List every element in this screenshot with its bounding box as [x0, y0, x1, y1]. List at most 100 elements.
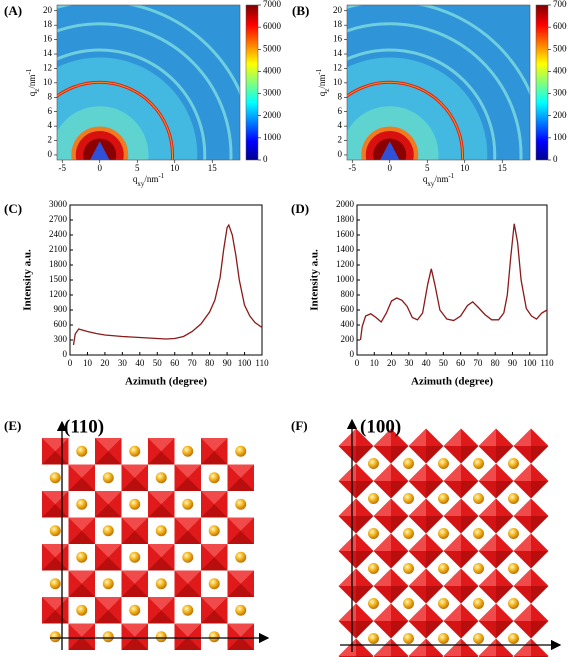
cation: [473, 458, 484, 469]
facet: [121, 636, 148, 650]
cation: [182, 498, 194, 510]
facet: [373, 533, 391, 551]
x-tick-label: 80: [205, 358, 215, 368]
cation: [403, 458, 414, 469]
frame: [56, 4, 241, 161]
panel-label: (A): [4, 3, 22, 18]
x-tick-label: 30: [404, 358, 414, 368]
facet: [148, 610, 175, 624]
facet: [408, 568, 426, 586]
cation: [473, 563, 484, 574]
facet: [121, 464, 148, 478]
facet: [461, 568, 479, 586]
facet: [356, 568, 374, 586]
cation: [182, 604, 194, 616]
facet: [531, 428, 549, 446]
facet: [227, 623, 254, 637]
facet: [531, 638, 549, 656]
cation: [208, 525, 220, 537]
label-main: q: [317, 91, 327, 96]
facet: [408, 533, 426, 551]
facet: [174, 477, 201, 491]
y-tick-label: 1600: [336, 229, 355, 239]
facet: [426, 603, 444, 621]
cation: [438, 563, 449, 574]
cation: [235, 445, 247, 457]
facet: [478, 621, 496, 639]
facet: [227, 464, 254, 478]
colorbar-tick-label: 0: [553, 154, 558, 164]
cation: [76, 498, 88, 510]
facet: [443, 481, 461, 499]
facet: [391, 586, 409, 604]
facet: [461, 463, 479, 481]
cation: [403, 563, 414, 574]
cation: [438, 528, 449, 539]
facet: [174, 517, 201, 531]
facet: [426, 428, 444, 446]
facet: [391, 638, 409, 656]
y-tick-label: 4: [48, 120, 53, 130]
y-tick-label: 2: [338, 135, 343, 145]
facet: [408, 446, 426, 464]
x-tick-label: 30: [118, 358, 128, 368]
facet: [513, 481, 531, 499]
facet: [227, 636, 254, 650]
facet: [174, 583, 201, 597]
facet: [356, 498, 374, 516]
facet: [121, 570, 148, 584]
cation: [368, 458, 379, 469]
facet: [68, 464, 95, 478]
cation: [155, 578, 167, 590]
facet: [461, 551, 479, 569]
facet: [227, 583, 254, 597]
facet: [478, 463, 496, 481]
beamstop: [380, 141, 400, 160]
facet: [391, 533, 409, 551]
y-tick-label: 8: [48, 91, 53, 101]
facet: [356, 586, 374, 604]
colorbar-tick-label: 5000: [553, 43, 567, 53]
y-tick-label: 2400: [49, 229, 68, 239]
facet: [461, 586, 479, 604]
y-tick-label: 400: [341, 319, 355, 329]
cation: [368, 528, 379, 539]
x-tick-label: 20: [387, 358, 397, 368]
y-tick-label: 12: [333, 63, 342, 73]
facet: [68, 477, 95, 491]
cation: [473, 633, 484, 644]
x-tick-label: 0: [388, 163, 393, 173]
facet: [461, 446, 479, 464]
y-tick-label: 6: [338, 106, 343, 116]
facet: [338, 516, 356, 534]
facet: [201, 557, 228, 571]
x-tick-label: 80: [491, 358, 501, 368]
facet: [496, 428, 514, 446]
facet: [338, 481, 356, 499]
facet: [513, 463, 531, 481]
facet: [373, 446, 391, 464]
facet: [391, 481, 409, 499]
facet: [148, 491, 175, 505]
cation: [182, 445, 194, 457]
x-tick-label: 0: [68, 358, 73, 368]
y-tick-label: 1400: [336, 244, 355, 254]
facet: [408, 428, 426, 446]
cation: [208, 631, 220, 643]
facet: [531, 621, 549, 639]
cation: [438, 458, 449, 469]
x-axis-label: Azimuth (degree): [411, 376, 493, 388]
facet: [356, 516, 374, 534]
facet: [373, 463, 391, 481]
facet: [201, 544, 228, 558]
facet: [461, 533, 479, 551]
facet: [201, 597, 228, 611]
ring: [347, 81, 463, 160]
facet: [121, 530, 148, 544]
y-tick-label: 18: [43, 19, 53, 29]
plane-label: (110): [64, 416, 104, 437]
y-tick-label: 0: [48, 149, 53, 159]
facet: [496, 603, 514, 621]
facet: [356, 533, 374, 551]
label-sup: -1: [158, 172, 164, 180]
